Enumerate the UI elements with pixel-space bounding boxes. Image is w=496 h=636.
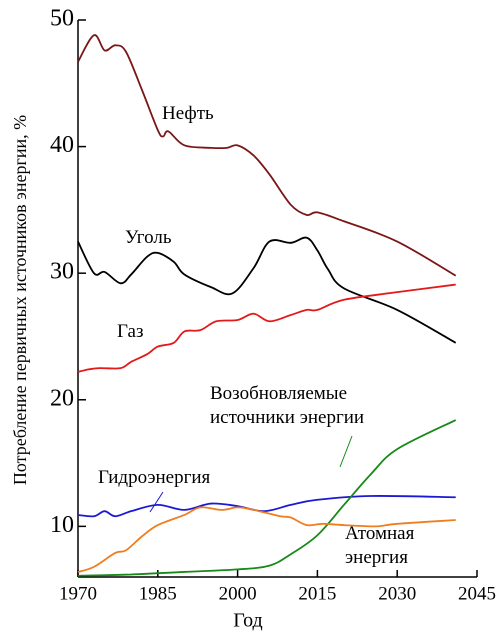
y-tick-label: 10 bbox=[50, 512, 74, 538]
leader-line bbox=[149, 491, 164, 513]
series-label: Возобновляемые источники энергии bbox=[210, 383, 365, 428]
y-axis-label: Потребление первичных источников энергии… bbox=[10, 115, 30, 485]
x-tick-label: 2000 bbox=[219, 583, 257, 604]
y-tick-label: 30 bbox=[50, 259, 74, 285]
x-tick-label: 1970 bbox=[59, 583, 97, 604]
leader-line bbox=[339, 435, 353, 468]
series-line bbox=[77, 283, 456, 373]
x-tick-label: 2030 bbox=[378, 583, 416, 604]
series-label: Газ bbox=[117, 321, 144, 342]
x-tick-label: 2015 bbox=[298, 583, 336, 604]
series-line bbox=[77, 506, 456, 573]
series-label: Уголь bbox=[125, 227, 172, 248]
series-line bbox=[77, 495, 456, 518]
y-tick-label: 40 bbox=[50, 132, 74, 158]
x-tick-label: 1985 bbox=[139, 583, 177, 604]
y-tick-label: 50 bbox=[50, 6, 74, 32]
series-label: Гидроэнергия bbox=[98, 467, 211, 488]
y-tick-label: 20 bbox=[50, 385, 74, 411]
series-label: Атомная энергия bbox=[345, 523, 415, 568]
series-label: Нефть bbox=[162, 103, 214, 124]
x-tick-label: 2045 bbox=[458, 583, 496, 604]
x-axis-label: Год bbox=[233, 610, 262, 632]
series-line bbox=[77, 419, 457, 577]
series-line bbox=[77, 34, 457, 277]
series-line bbox=[77, 236, 457, 344]
